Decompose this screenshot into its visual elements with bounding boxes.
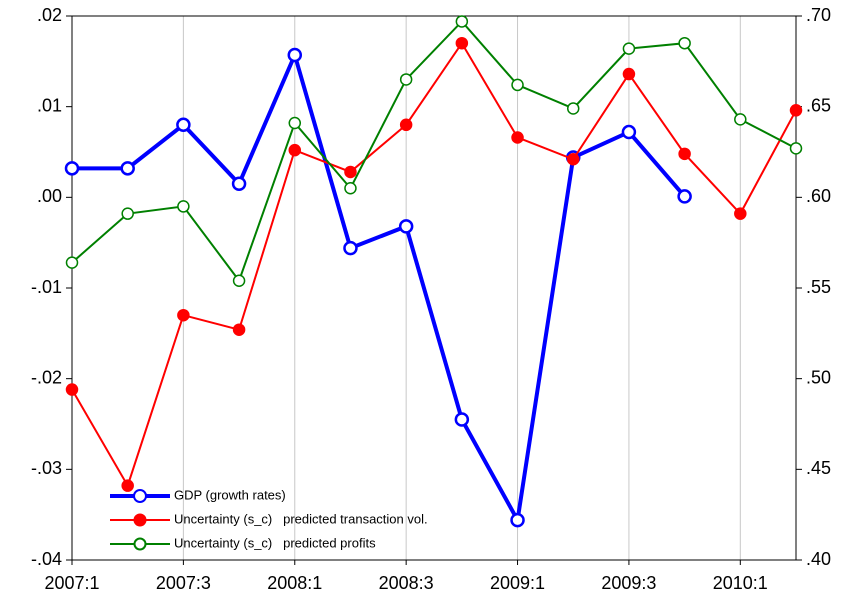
series-line xyxy=(72,49,687,527)
data-point xyxy=(288,143,302,157)
data-point xyxy=(566,102,580,115)
data-point xyxy=(344,182,357,195)
data-point xyxy=(232,274,246,287)
data-point xyxy=(454,412,470,427)
data-point xyxy=(121,207,134,220)
y-tick-label: -.01 xyxy=(31,277,62,297)
data-point xyxy=(678,147,691,161)
data-point xyxy=(510,512,525,528)
data-point xyxy=(121,479,134,492)
y2-tick-label: .65 xyxy=(806,95,831,115)
legend-marker xyxy=(133,537,147,551)
data-point xyxy=(231,176,247,191)
data-point xyxy=(343,240,358,256)
y2-tick-label: .60 xyxy=(806,186,831,206)
legend-label: GDP (growth rates) xyxy=(174,487,286,502)
grid xyxy=(182,16,741,560)
x-tick-label: 2008:3 xyxy=(379,573,434,593)
plot-frame xyxy=(71,15,797,561)
y2-tick-label: .55 xyxy=(806,277,831,297)
data-point xyxy=(734,207,747,220)
y-tick-label: .00 xyxy=(37,186,62,206)
data-point xyxy=(399,73,413,86)
legend-marker xyxy=(133,489,147,503)
data-point xyxy=(177,200,190,213)
x-tick-label: 2009:3 xyxy=(601,573,656,593)
data-point xyxy=(288,116,302,130)
y-tick-label: -.04 xyxy=(31,549,62,569)
legend-label: Uncertainty (s_c) predicted profits xyxy=(174,535,376,550)
legend-label: Uncertainty (s_c) predicted transaction … xyxy=(174,511,428,526)
data-point xyxy=(177,308,190,322)
data-point xyxy=(789,104,803,117)
x-tick-label: 2007:3 xyxy=(156,573,211,593)
data-point xyxy=(511,131,524,144)
data-point xyxy=(232,323,246,336)
data-point xyxy=(621,124,637,140)
data-point xyxy=(622,42,636,55)
data-point xyxy=(64,161,80,176)
series-line xyxy=(71,41,797,489)
y2-tick-label: .70 xyxy=(806,5,831,25)
legend-marker xyxy=(133,513,147,527)
data-point xyxy=(120,161,135,176)
y2-tick-label: .45 xyxy=(806,458,831,478)
y2-tick-label: .40 xyxy=(806,549,831,569)
series-line xyxy=(71,19,797,283)
y2-tick-label: .50 xyxy=(806,367,831,387)
x-tick-label: 2009:1 xyxy=(490,573,545,593)
y-tick-label: .01 xyxy=(37,95,62,115)
y-tick-label: -.02 xyxy=(31,367,62,387)
data-point xyxy=(566,153,580,166)
data-point xyxy=(455,15,469,28)
y-tick-label: -.03 xyxy=(31,458,62,478)
x-tick-label: 2008:1 xyxy=(267,573,322,593)
x-tick-label: 2010:1 xyxy=(713,573,768,593)
data-point xyxy=(734,113,747,126)
data-point xyxy=(399,118,413,132)
data-point xyxy=(65,383,79,396)
x-tick-label: 2007:1 xyxy=(44,573,99,593)
data-point xyxy=(678,36,691,50)
data-point xyxy=(398,219,414,234)
data-point xyxy=(789,142,803,155)
data-point xyxy=(511,78,524,92)
data-point xyxy=(677,189,692,204)
data-point xyxy=(287,47,303,63)
y-tick-label: .02 xyxy=(37,5,62,25)
data-point xyxy=(455,36,469,50)
data-point xyxy=(176,117,191,133)
data-point xyxy=(622,67,636,81)
data-point xyxy=(65,256,79,269)
data-point xyxy=(344,165,357,179)
